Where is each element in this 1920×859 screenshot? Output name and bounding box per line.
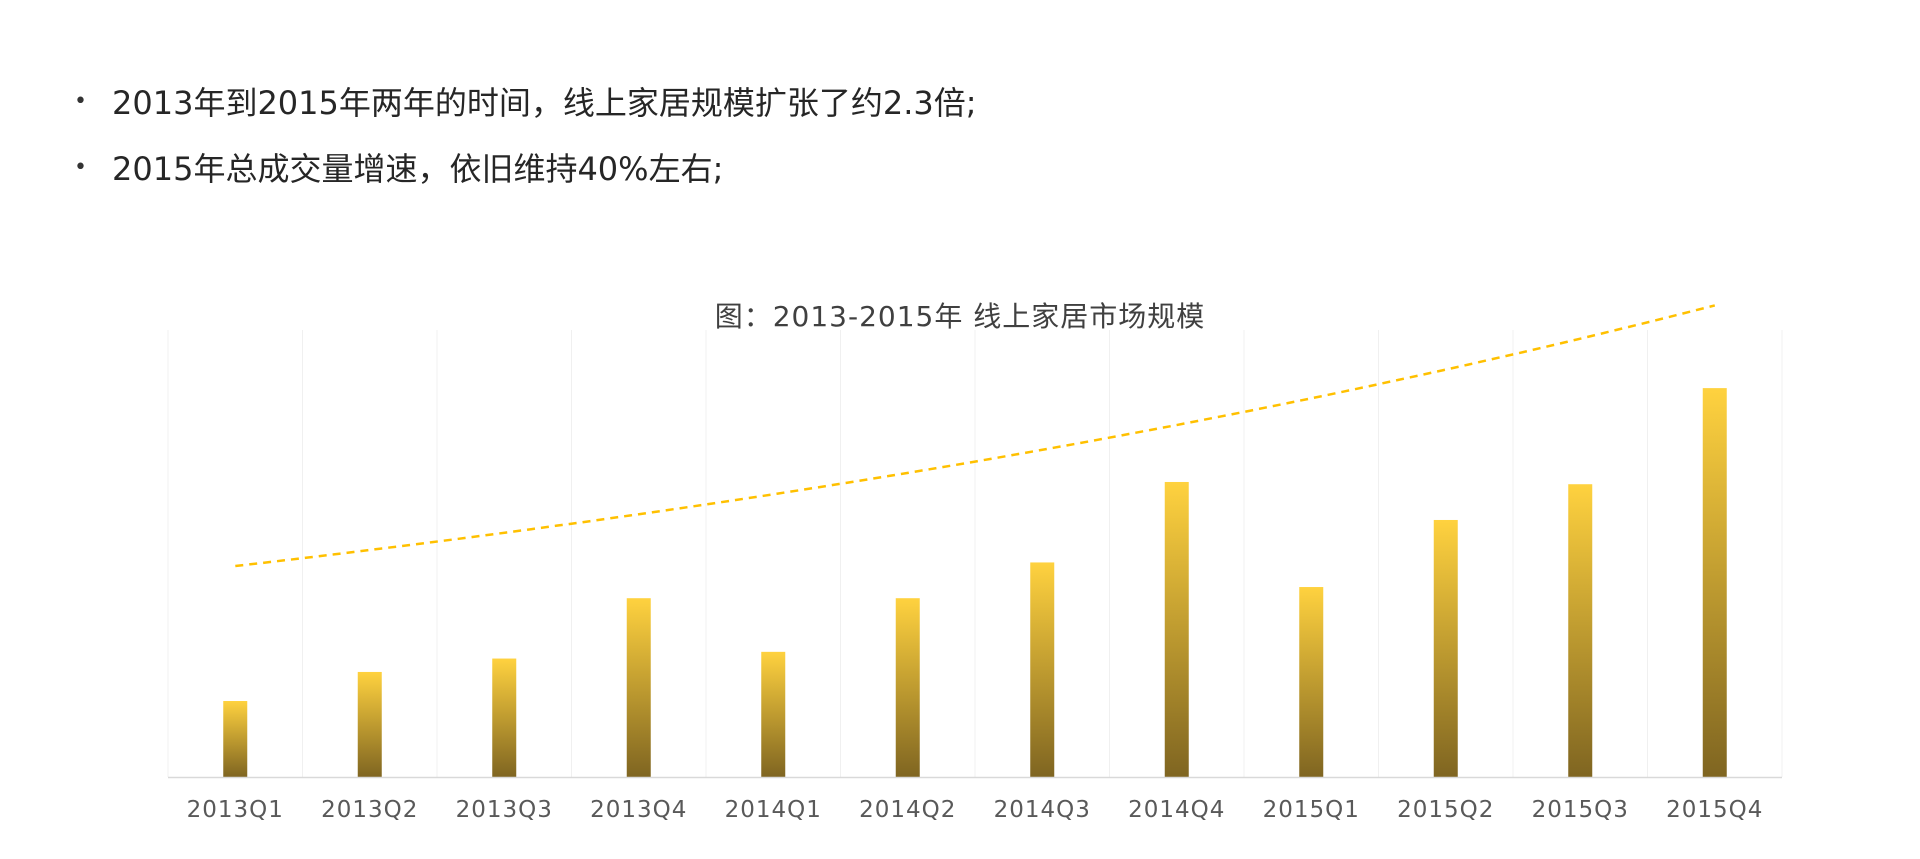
bar-2015Q2	[1433, 519, 1458, 777]
bar-2014Q4	[1164, 481, 1189, 777]
x-tick-label: 2013Q2	[321, 797, 418, 823]
bar-2013Q2	[357, 671, 382, 777]
x-tick-label: 2015Q3	[1532, 797, 1629, 823]
x-tick-label: 2013Q4	[590, 797, 687, 823]
bar-2013Q3	[492, 658, 517, 777]
bar-2014Q1	[761, 651, 786, 777]
bullet-dot-icon: •	[74, 88, 87, 114]
x-tick-label: 2014Q2	[859, 797, 956, 823]
bullet-item: • 2013年到2015年两年的时间，线上家居规模扩张了约2.3倍;	[74, 68, 977, 134]
x-tick-label: 2014Q4	[1128, 797, 1225, 823]
bullet-text: 2013年到2015年两年的时间，线上家居规模扩张了约2.3倍;	[112, 84, 977, 122]
bullet-list: • 2013年到2015年两年的时间，线上家居规模扩张了约2.3倍; • 201…	[74, 68, 977, 200]
bullet-text: 2015年总成交量增速，依旧维持40%左右;	[112, 150, 724, 188]
bar-2015Q1	[1299, 587, 1324, 777]
bars	[223, 388, 1727, 777]
bar-2015Q4	[1702, 388, 1727, 777]
x-tick-label: 2013Q1	[187, 797, 284, 823]
trendline	[235, 304, 1716, 568]
x-tick-label: 2015Q1	[1263, 797, 1360, 823]
x-tick-label: 2013Q3	[456, 797, 553, 823]
bar-2014Q3	[1030, 562, 1055, 777]
x-tick-label: 2014Q3	[994, 797, 1091, 823]
bar-2013Q1	[223, 701, 248, 777]
bullet-item: • 2015年总成交量增速，依旧维持40%左右;	[74, 134, 977, 200]
x-tick-label: 2014Q1	[725, 797, 822, 823]
gridlines	[167, 330, 1783, 777]
chart-title: 图：2013-2015年 线上家居市场规模	[714, 300, 1206, 333]
bullet-dot-icon: •	[74, 154, 87, 180]
bar-2014Q2	[895, 598, 920, 777]
bar-2015Q3	[1568, 484, 1593, 777]
trendline-path	[235, 304, 1716, 568]
x-axis: 2013Q1 2013Q2 2013Q3 2013Q4 2014Q1 2014Q2 2014…	[168, 776, 1782, 823]
x-tick-label: 2015Q4	[1666, 797, 1763, 823]
bar-2013Q4	[626, 598, 651, 777]
x-tick-label: 2015Q2	[1397, 797, 1494, 823]
